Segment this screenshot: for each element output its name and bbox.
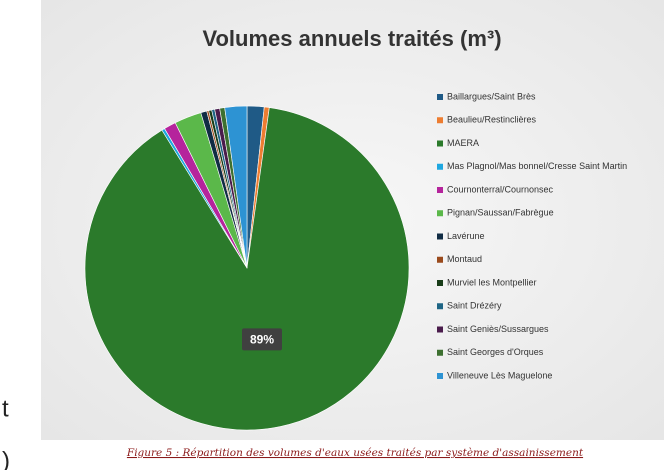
legend-label: Villeneuve Lès Maguelone (447, 370, 552, 380)
legend-swatch (437, 163, 443, 170)
chart-title: Volumes annuels traités (m³) (202, 26, 501, 51)
legend-label: Saint Georges d'Orques (447, 347, 544, 357)
legend-swatch (437, 94, 443, 100)
text-fragment: ) (2, 447, 10, 470)
legend-label: Pignan/Saussan/Fabrègue (447, 208, 554, 218)
legend-swatch (437, 140, 443, 147)
pie-slice (84, 107, 410, 431)
data-label-text: 89% (250, 333, 274, 347)
figure-caption: Figure 5 : Répartition des volumes d'eau… (126, 447, 584, 459)
legend-swatch (437, 326, 443, 333)
legend-swatch (437, 349, 443, 356)
legend-label: Murviel les Montpellier (447, 277, 537, 287)
legend-label: Baillargues/Saint Brès (447, 91, 536, 101)
legend-label: Beaulieu/Restinclières (447, 115, 537, 125)
text-fragment: t (2, 395, 9, 422)
data-label-box (242, 328, 283, 351)
legend-label: Cournonterral/Cournonsec (447, 184, 554, 194)
legend-swatch (437, 233, 443, 240)
legend-label: Lavérune (447, 231, 485, 241)
legend-swatch (437, 280, 443, 286)
legend-swatch (437, 187, 443, 193)
legend-swatch (437, 210, 443, 217)
legend-label: Saint Drézéry (447, 301, 502, 311)
legend-swatch (437, 373, 443, 379)
legend-label: Montaud (447, 254, 482, 264)
pie-slice (224, 105, 248, 269)
legend-label: Saint Geniès/Sussargues (447, 324, 549, 334)
data-label: 89% (242, 328, 283, 351)
legend-swatch (437, 117, 443, 124)
legend-label: Mas Plagnol/Mas bonnel/Cresse Saint Mart… (447, 161, 627, 171)
legend-swatch (437, 256, 443, 263)
legend-swatch (437, 303, 443, 310)
legend-label: MAERA (447, 138, 479, 148)
